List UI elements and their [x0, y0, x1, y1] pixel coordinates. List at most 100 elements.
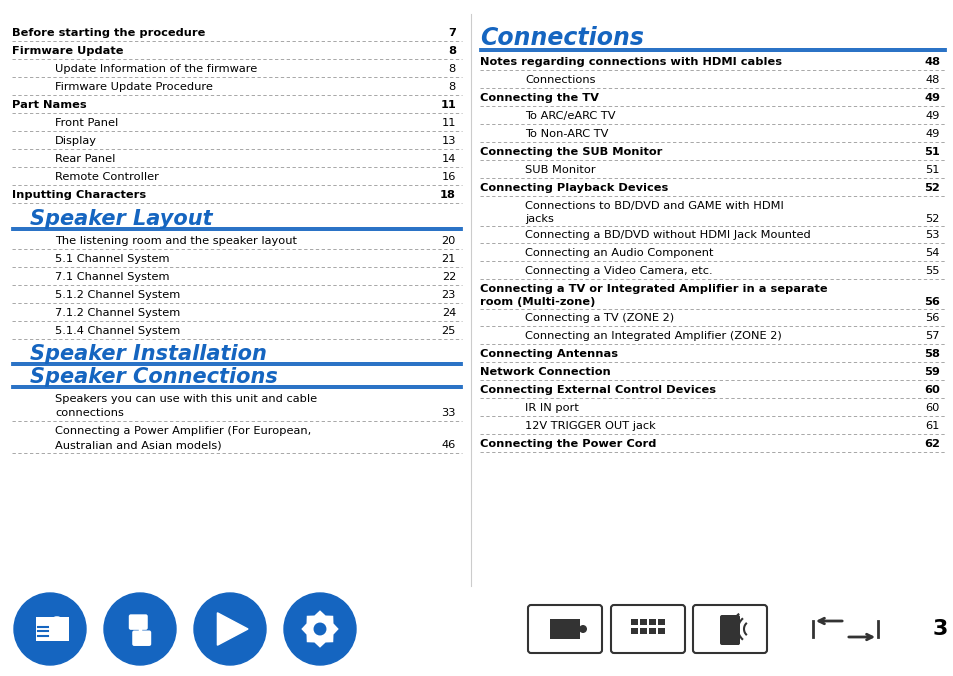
Text: Speakers you can use with this unit and cable: Speakers you can use with this unit and …	[55, 394, 316, 404]
Text: Update Information of the firmware: Update Information of the firmware	[55, 64, 257, 74]
Text: Connecting Playback Devices: Connecting Playback Devices	[479, 183, 667, 193]
Text: 7: 7	[448, 28, 456, 38]
Text: SUB Monitor: SUB Monitor	[524, 165, 595, 175]
Text: 11: 11	[439, 100, 456, 110]
FancyBboxPatch shape	[129, 614, 148, 630]
FancyBboxPatch shape	[720, 615, 740, 645]
Circle shape	[14, 593, 86, 665]
Text: 56: 56	[923, 297, 939, 307]
FancyBboxPatch shape	[639, 627, 647, 633]
FancyBboxPatch shape	[631, 619, 638, 625]
Text: Firmware Update Procedure: Firmware Update Procedure	[55, 82, 213, 92]
Text: 5.1 Channel System: 5.1 Channel System	[55, 254, 170, 264]
Text: 8: 8	[448, 64, 456, 74]
Text: 13: 13	[441, 136, 456, 146]
Text: 59: 59	[923, 367, 939, 377]
Text: 5.1.4 Channel System: 5.1.4 Channel System	[55, 326, 180, 336]
Text: Connecting an Integrated Amplifier (ZONE 2): Connecting an Integrated Amplifier (ZONE…	[524, 331, 781, 341]
Text: Connecting the TV: Connecting the TV	[479, 93, 598, 103]
Text: 16: 16	[441, 172, 456, 182]
Text: Speaker Installation: Speaker Installation	[30, 344, 267, 364]
Text: Connecting a Video Camera, etc.: Connecting a Video Camera, etc.	[524, 266, 712, 276]
FancyBboxPatch shape	[610, 605, 684, 653]
Text: Australian and Asian models): Australian and Asian models)	[55, 440, 221, 450]
Polygon shape	[301, 610, 338, 648]
FancyBboxPatch shape	[692, 605, 766, 653]
Text: Connecting a Power Amplifier (For European,: Connecting a Power Amplifier (For Europe…	[55, 426, 311, 436]
Text: 62: 62	[923, 439, 939, 449]
Text: Inputting Characters: Inputting Characters	[12, 190, 146, 200]
Text: 21: 21	[441, 254, 456, 264]
Text: Part Names: Part Names	[12, 100, 87, 110]
Text: Network Connection: Network Connection	[479, 367, 610, 377]
Text: 7.1.2 Channel System: 7.1.2 Channel System	[55, 308, 180, 318]
Text: 48: 48	[924, 75, 939, 85]
Text: 12V TRIGGER OUT jack: 12V TRIGGER OUT jack	[524, 421, 655, 431]
Text: 33: 33	[441, 408, 456, 418]
Text: Connecting External Control Devices: Connecting External Control Devices	[479, 385, 716, 395]
Text: To ARC/eARC TV: To ARC/eARC TV	[524, 111, 615, 121]
FancyBboxPatch shape	[649, 627, 656, 633]
Text: Front Panel: Front Panel	[55, 118, 118, 128]
Text: 61: 61	[924, 421, 939, 431]
Text: 3: 3	[931, 619, 946, 639]
Text: IR IN port: IR IN port	[524, 403, 578, 413]
Text: 20: 20	[441, 236, 456, 246]
Circle shape	[104, 593, 175, 665]
Text: 58: 58	[923, 349, 939, 359]
Text: Rear Panel: Rear Panel	[55, 154, 115, 164]
Text: 8: 8	[448, 46, 456, 56]
Text: jacks: jacks	[524, 214, 554, 224]
Text: Connections: Connections	[524, 75, 595, 85]
Text: 18: 18	[439, 190, 456, 200]
Text: 60: 60	[923, 385, 939, 395]
Text: The listening room and the speaker layout: The listening room and the speaker layou…	[55, 236, 296, 246]
FancyBboxPatch shape	[550, 619, 579, 639]
Text: 55: 55	[924, 266, 939, 276]
FancyBboxPatch shape	[36, 617, 56, 641]
Text: 11: 11	[441, 118, 456, 128]
Text: 54: 54	[924, 248, 939, 258]
Text: 53: 53	[924, 230, 939, 240]
Text: Connections to BD/DVD and GAME with HDMI: Connections to BD/DVD and GAME with HDMI	[524, 201, 783, 211]
Text: Remote Controller: Remote Controller	[55, 172, 159, 182]
Text: 48: 48	[923, 57, 939, 67]
Text: 51: 51	[924, 165, 939, 175]
Text: Connecting the Power Cord: Connecting the Power Cord	[479, 439, 656, 449]
Text: 49: 49	[923, 93, 939, 103]
Polygon shape	[217, 613, 248, 645]
Text: 25: 25	[441, 326, 456, 336]
FancyBboxPatch shape	[631, 627, 638, 633]
Text: Connecting a BD/DVD without HDMI Jack Mounted: Connecting a BD/DVD without HDMI Jack Mo…	[524, 230, 810, 240]
Text: Display: Display	[55, 136, 97, 146]
Text: Connecting a TV (ZONE 2): Connecting a TV (ZONE 2)	[524, 313, 674, 323]
Text: 24: 24	[441, 308, 456, 318]
Text: 49: 49	[924, 111, 939, 121]
Text: 14: 14	[441, 154, 456, 164]
Text: 51: 51	[923, 147, 939, 157]
Text: 57: 57	[924, 331, 939, 341]
FancyBboxPatch shape	[639, 619, 647, 625]
FancyBboxPatch shape	[132, 631, 152, 646]
Text: 22: 22	[441, 272, 456, 282]
FancyBboxPatch shape	[649, 619, 656, 625]
FancyBboxPatch shape	[49, 617, 69, 641]
Text: Notes regarding connections with HDMI cables: Notes regarding connections with HDMI ca…	[479, 57, 781, 67]
Text: 56: 56	[924, 313, 939, 323]
Text: 8: 8	[448, 82, 456, 92]
Circle shape	[193, 593, 266, 665]
Text: room (Multi-zone): room (Multi-zone)	[479, 297, 595, 307]
Text: 52: 52	[923, 183, 939, 193]
Text: Connections: Connections	[479, 26, 643, 50]
Circle shape	[284, 593, 355, 665]
Text: 5.1.2 Channel System: 5.1.2 Channel System	[55, 290, 180, 300]
Text: 46: 46	[441, 440, 456, 450]
FancyBboxPatch shape	[658, 627, 665, 633]
Text: connections: connections	[55, 408, 124, 418]
Text: 60: 60	[924, 403, 939, 413]
Text: To Non-ARC TV: To Non-ARC TV	[524, 129, 608, 139]
FancyBboxPatch shape	[658, 619, 665, 625]
Text: Firmware Update: Firmware Update	[12, 46, 123, 56]
FancyBboxPatch shape	[527, 605, 601, 653]
Circle shape	[314, 623, 325, 635]
